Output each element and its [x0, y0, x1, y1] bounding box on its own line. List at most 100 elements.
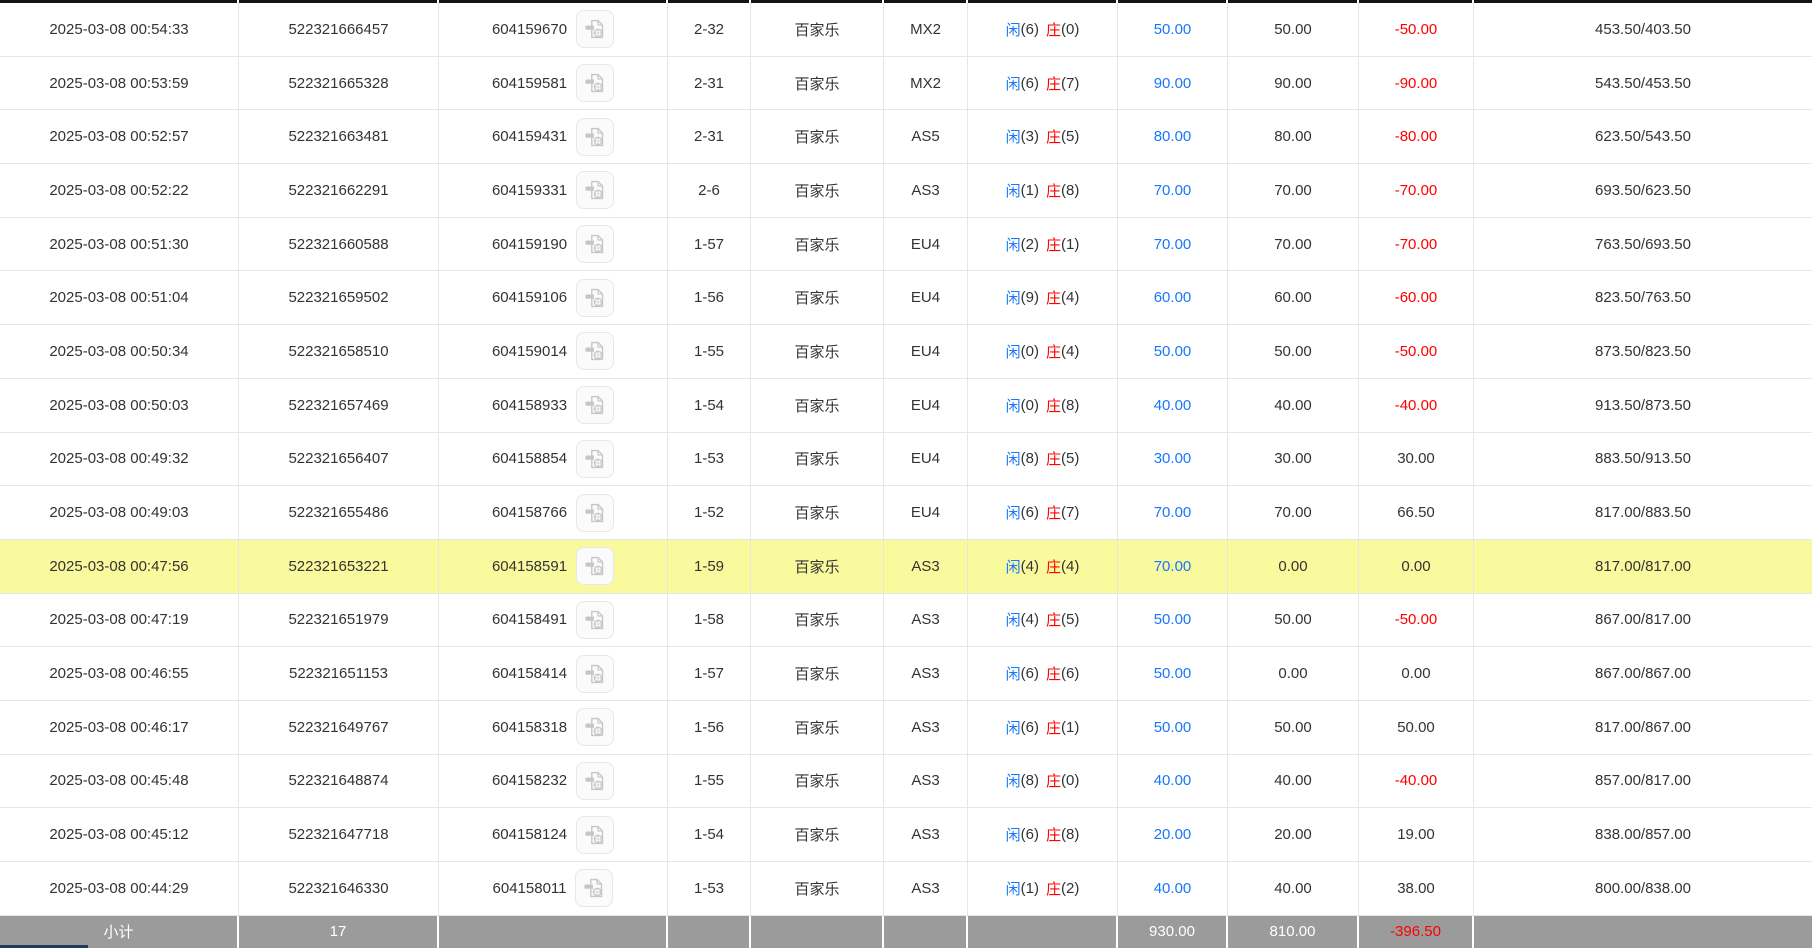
cell-game-type: 百家乐	[751, 862, 884, 915]
cell-game-number: 604158933	[439, 378, 668, 432]
cell-bet-amount: 80.00	[1118, 110, 1228, 164]
video-replay-icon	[585, 73, 604, 93]
video-replay-icon	[585, 610, 604, 630]
cell-bet-number: 522321648874	[239, 754, 439, 808]
cell-game-number: 604158124	[439, 808, 668, 861]
table-row[interactable]: 2025-03-08 00:52:57 522321663481 604159431…	[0, 110, 1812, 165]
video-replay-button[interactable]	[576, 386, 615, 425]
result-banker-label: 庄	[1046, 182, 1062, 200]
game-number-group: 604159014	[492, 332, 615, 371]
result-player-label: 闲	[1005, 236, 1021, 254]
subtotal-row: 小计 17 930.00 810.00 -396.50	[0, 915, 1812, 948]
result-banker-score: (5)	[1061, 128, 1080, 146]
video-replay-button[interactable]	[576, 815, 615, 854]
video-replay-button[interactable]	[576, 278, 615, 317]
video-replay-button[interactable]	[576, 64, 615, 103]
cell-valid-amount: 50.00	[1228, 3, 1359, 56]
result-banker-label: 庄	[1046, 612, 1062, 630]
cell-balance: 763.50/693.50	[1595, 235, 1691, 253]
cell-game-type: 百家乐	[751, 217, 884, 271]
result-player-score: (0)	[1020, 396, 1039, 414]
video-replay-icon	[585, 20, 604, 39]
cell-balance: 857.00/817.00	[1595, 772, 1691, 790]
result-banker-score: (2)	[1061, 879, 1080, 897]
cell-bet-time: 2025-03-08 00:51:04	[0, 271, 239, 325]
video-replay-icon	[585, 181, 604, 200]
video-replay-icon	[584, 879, 603, 898]
cell-result: 闲 (6) 庄 (6)	[968, 647, 1118, 700]
game-number-text: 604158011	[492, 879, 567, 897]
cell-game-number: 604158491	[439, 593, 668, 647]
video-replay-button[interactable]	[576, 10, 615, 49]
video-replay-icon	[585, 288, 604, 307]
cell-valid-amount: 50.00	[1228, 593, 1359, 647]
cell-win-loss: -40.00	[1359, 378, 1474, 432]
table-row[interactable]: 2025-03-08 00:46:17 522321649767 604158318…	[0, 700, 1812, 755]
table-row[interactable]: 2025-03-08 00:49:32 522321656407 604158854…	[0, 432, 1812, 487]
cell-table-code: MX2	[884, 56, 968, 110]
cell-game-type: 百家乐	[751, 3, 884, 56]
table-row[interactable]: 2025-03-08 00:52:22 522321662291 604159331…	[0, 164, 1812, 218]
cell-win-loss: 30.00	[1359, 432, 1474, 486]
subtotal-count: 17	[239, 915, 439, 948]
cell-game-type: 百家乐	[751, 593, 884, 647]
table-row[interactable]: 2025-03-08 00:44:29 522321646330 604158011…	[0, 862, 1812, 916]
table-row[interactable]: 2025-03-08 00:50:34 522321658510 604159014…	[0, 325, 1812, 379]
table-row[interactable]: 2025-03-08 00:50:03 522321657469 604158933…	[0, 378, 1812, 433]
cell-game-number: 604158854	[439, 432, 668, 486]
video-replay-button[interactable]	[576, 761, 615, 800]
cell-game-type: 百家乐	[751, 271, 884, 325]
result-banker-label: 庄	[1046, 236, 1062, 254]
cell-game-number: 604159331	[439, 164, 668, 217]
cell-bet-number: 522321666457	[239, 3, 439, 56]
result-banker-label: 庄	[1046, 505, 1062, 523]
table-row[interactable]: 2025-03-08 00:51:30 522321660588 604159190…	[0, 217, 1812, 272]
video-replay-button[interactable]	[575, 869, 614, 908]
table-row[interactable]: 2025-03-08 00:47:19 522321651979 604158491…	[0, 593, 1812, 648]
result-banker-score: (8)	[1061, 826, 1080, 844]
video-replay-button[interactable]	[576, 493, 615, 532]
cell-game-number: 604158318	[439, 700, 668, 754]
video-replay-button[interactable]	[576, 439, 615, 478]
video-replay-icon	[585, 127, 604, 146]
video-replay-button[interactable]	[576, 600, 615, 639]
video-replay-button[interactable]	[576, 225, 615, 264]
table-row[interactable]: 2025-03-08 00:53:59 522321665328 604159581…	[0, 56, 1812, 111]
result-player-label: 闲	[1005, 451, 1021, 469]
video-replay-button[interactable]	[576, 708, 615, 747]
table-row[interactable]: 2025-03-08 00:47:56 522321653221 604158591…	[0, 539, 1812, 594]
cell-bet-time: 2025-03-08 00:52:57	[0, 110, 239, 164]
cell-bet-amount: 50.00	[1118, 647, 1228, 700]
video-replay-button[interactable]	[576, 117, 615, 156]
cell-bet-time: 2025-03-08 00:46:55	[0, 647, 239, 700]
game-number-text: 604158854	[491, 450, 568, 468]
cell-valid-amount: 50.00	[1228, 325, 1359, 378]
video-replay-button[interactable]	[576, 171, 615, 210]
table-row[interactable]: 2025-03-08 00:45:12 522321647718 604158124…	[0, 808, 1812, 862]
cell-result: 闲 (0) 庄 (4)	[968, 325, 1118, 378]
table-row[interactable]: 2025-03-08 00:54:33 522321666457 604159670…	[0, 3, 1812, 57]
video-replay-button[interactable]	[576, 654, 615, 693]
game-number-group: 604159106	[492, 278, 615, 317]
table-row[interactable]: 2025-03-08 00:46:55 522321651153 604158414…	[0, 647, 1812, 701]
video-replay-button[interactable]	[576, 332, 615, 371]
video-replay-icon	[585, 449, 604, 468]
cell-table-code: MX2	[884, 3, 968, 56]
video-replay-button[interactable]	[576, 547, 615, 586]
result-player-score: (8)	[1020, 450, 1039, 468]
cell-win-loss: 38.00	[1359, 862, 1474, 915]
table-row[interactable]: 2025-03-08 00:51:04 522321659502 604159106…	[0, 271, 1812, 326]
table-row[interactable]: 2025-03-08 00:49:03 522321655486 604158766…	[0, 486, 1812, 540]
header-cell	[239, 0, 439, 3]
game-number-text: 604159190	[491, 235, 568, 253]
header-cell	[0, 0, 239, 3]
table-row[interactable]: 2025-03-08 00:45:48 522321648874 604158232…	[0, 754, 1812, 809]
cell-valid-amount: 30.00	[1228, 432, 1359, 486]
cell-bet-amount: 30.00	[1118, 432, 1228, 486]
cell-bet-time: 2025-03-08 00:53:59	[0, 56, 239, 110]
cell-bet-number: 522321657469	[239, 378, 439, 432]
subtotal-winloss-total: -396.50	[1359, 915, 1474, 948]
game-number-group: 604158933	[492, 386, 615, 425]
cell-bet-time: 2025-03-08 00:45:12	[0, 808, 239, 861]
cell-result: 闲 (6) 庄 (7)	[968, 486, 1118, 539]
